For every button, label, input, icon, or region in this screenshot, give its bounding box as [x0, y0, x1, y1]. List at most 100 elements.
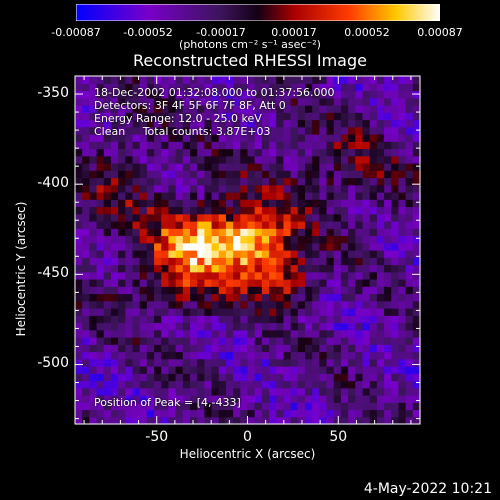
heatmap-cell [297, 351, 306, 360]
heatmap-cell [96, 83, 105, 92]
heatmap-cell [276, 221, 285, 229]
heatmap-cell [290, 177, 299, 186]
heatmap-cell [82, 344, 90, 353]
heatmap-cell [412, 264, 421, 273]
heatmap-cell [290, 358, 299, 367]
heatmap-cell [139, 213, 148, 222]
heatmap-cell [333, 250, 342, 258]
heatmap-cell [362, 257, 371, 266]
heatmap-cells [75, 76, 421, 425]
heatmap-cell [355, 250, 364, 258]
heatmap-cell [269, 373, 277, 382]
heatmap-cell [154, 119, 162, 128]
heatmap-cell [146, 257, 155, 266]
heatmap-cell [283, 126, 292, 135]
heatmap-cell [182, 163, 191, 171]
heatmap-cell [132, 308, 141, 316]
heatmap-cell [398, 97, 407, 106]
heatmap-cell [297, 409, 306, 418]
heatmap-cell [190, 170, 198, 179]
heatmap-cell [254, 155, 263, 164]
heatmap-cell [190, 366, 198, 374]
heatmap-cell [175, 170, 184, 179]
heatmap-cell [75, 126, 83, 135]
time-range-label: 18-Dec-2002 01:32:08.000 to 01:37:56.000 [94, 86, 335, 99]
heatmap-cell [182, 337, 191, 345]
heatmap-cell [132, 105, 141, 113]
heatmap-cell [305, 192, 313, 200]
heatmap-cell [340, 344, 349, 353]
heatmap-cell [139, 344, 148, 353]
heatmap-cell [362, 112, 371, 121]
heatmap-cell [348, 177, 356, 186]
heatmap-cell [254, 206, 263, 215]
heatmap-cell [154, 105, 162, 113]
heatmap-cell [118, 271, 126, 280]
heatmap-cell [125, 163, 134, 171]
heatmap-cell [247, 351, 256, 360]
heatmap-cell [190, 148, 198, 157]
heatmap-cell [89, 112, 98, 121]
heatmap-cell [240, 308, 249, 316]
heatmap-cell [398, 134, 407, 142]
heatmap-cell [276, 250, 285, 258]
heatmap-cell [391, 264, 400, 273]
heatmap-cell [391, 358, 400, 367]
heatmap-cell [269, 119, 277, 128]
heatmap-cell [139, 271, 148, 280]
heatmap-cell [283, 286, 292, 295]
heatmap-cell [82, 141, 90, 150]
heatmap-cell [96, 141, 105, 150]
heatmap-cell [319, 141, 328, 150]
heatmap-cell [225, 213, 234, 222]
heatmap-cell [269, 170, 277, 179]
heatmap-cell [297, 300, 306, 309]
heatmap-cell [168, 221, 177, 229]
heatmap-cell [412, 242, 421, 251]
heatmap-cell [369, 170, 378, 179]
heatmap-cell [197, 242, 205, 251]
heatmap-cell [362, 126, 371, 135]
heatmap-cell [175, 271, 184, 280]
heatmap-cell [132, 192, 141, 200]
heatmap-cell [384, 213, 392, 222]
heatmap-cell [75, 105, 83, 113]
heatmap-cell [110, 322, 119, 331]
heatmap-cell [132, 409, 141, 418]
heatmap-cell [211, 402, 220, 411]
heatmap-cell [233, 242, 241, 251]
heatmap-cell [348, 76, 356, 84]
heatmap-cell [103, 141, 112, 150]
heatmap-cell [182, 83, 191, 92]
heatmap-cell [269, 315, 277, 324]
heatmap-cell [283, 380, 292, 389]
heatmap-cell [384, 242, 392, 251]
heatmap-cell [391, 395, 400, 403]
heatmap-cell [118, 228, 126, 237]
heatmap-cell [283, 184, 292, 193]
heatmap-cell [132, 402, 141, 411]
heatmap-cell [384, 235, 392, 244]
heatmap-cell [82, 97, 90, 106]
heatmap-cell [132, 358, 141, 367]
heatmap-cell [340, 155, 349, 164]
heatmap-cell [276, 148, 285, 157]
heatmap-cell [297, 119, 306, 128]
heatmap-cell [82, 409, 90, 418]
heatmap-cell [290, 300, 299, 309]
heatmap-cell [82, 315, 90, 324]
heatmap-cell [168, 148, 177, 157]
heatmap-cell [369, 250, 378, 258]
heatmap-cell [146, 184, 155, 193]
heatmap-cell [405, 380, 414, 389]
heatmap-cell [261, 141, 270, 150]
heatmap-cell [204, 366, 213, 374]
heatmap-cell [82, 264, 90, 273]
heatmap-cell [110, 192, 119, 200]
heatmap-cell [391, 199, 400, 208]
heatmap-cell [75, 170, 83, 179]
heatmap-cell [348, 126, 356, 135]
heatmap-cell [197, 337, 205, 345]
heatmap-cell [233, 97, 241, 106]
heatmap-cell [225, 83, 234, 92]
